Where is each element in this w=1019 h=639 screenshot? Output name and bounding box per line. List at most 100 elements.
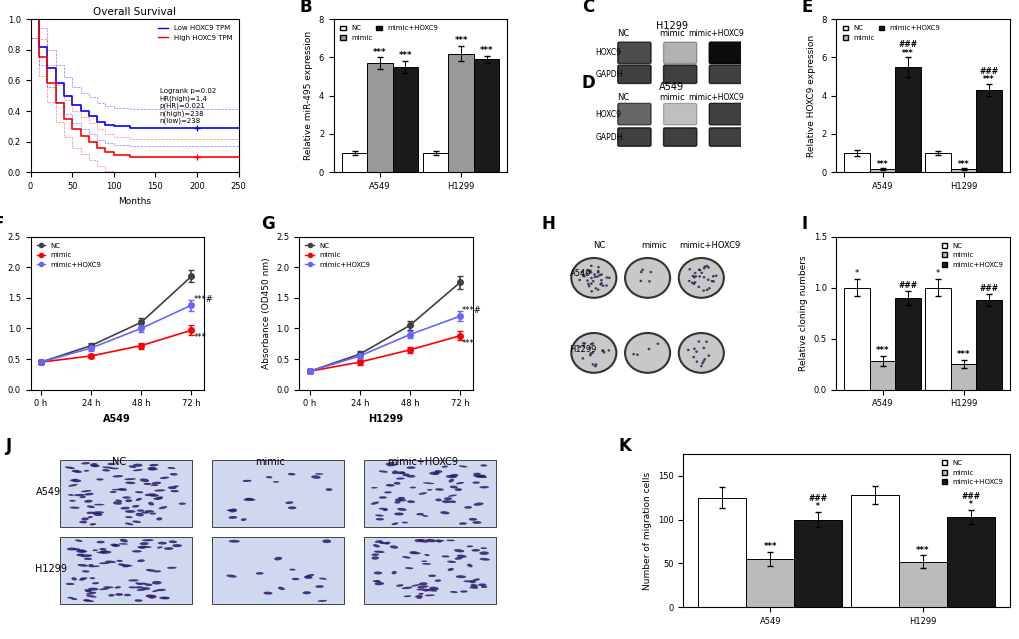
Ellipse shape bbox=[118, 543, 128, 545]
Bar bbox=[946, 517, 994, 607]
Ellipse shape bbox=[480, 548, 487, 549]
Ellipse shape bbox=[85, 589, 91, 592]
Ellipse shape bbox=[407, 500, 415, 503]
Circle shape bbox=[593, 275, 596, 278]
Ellipse shape bbox=[406, 475, 415, 478]
Ellipse shape bbox=[473, 473, 480, 475]
Circle shape bbox=[601, 284, 604, 287]
FancyBboxPatch shape bbox=[618, 42, 650, 63]
Text: *: * bbox=[854, 270, 858, 279]
Ellipse shape bbox=[479, 486, 488, 488]
Ellipse shape bbox=[263, 592, 272, 595]
Circle shape bbox=[598, 274, 600, 277]
Ellipse shape bbox=[110, 468, 119, 469]
Text: HOXC9: HOXC9 bbox=[595, 109, 621, 119]
Ellipse shape bbox=[159, 597, 167, 599]
Ellipse shape bbox=[228, 540, 239, 543]
Ellipse shape bbox=[466, 545, 473, 548]
Ellipse shape bbox=[81, 490, 92, 492]
Circle shape bbox=[702, 360, 704, 362]
Ellipse shape bbox=[427, 489, 432, 491]
Ellipse shape bbox=[87, 512, 95, 514]
Bar bbox=[924, 288, 950, 390]
Ellipse shape bbox=[122, 565, 130, 567]
Text: mimic: mimic bbox=[641, 241, 666, 250]
Ellipse shape bbox=[99, 588, 109, 590]
Ellipse shape bbox=[94, 504, 104, 505]
Ellipse shape bbox=[455, 575, 466, 578]
Circle shape bbox=[596, 266, 599, 268]
Circle shape bbox=[604, 284, 607, 287]
Circle shape bbox=[693, 281, 696, 284]
Text: Logrank p=0.02
HR(high)=1.4
p(HR)=0.021
n(high)=238
n(low)=238: Logrank p=0.02 HR(high)=1.4 p(HR)=0.021 … bbox=[159, 88, 216, 124]
Ellipse shape bbox=[168, 541, 177, 543]
Ellipse shape bbox=[128, 580, 139, 581]
Ellipse shape bbox=[395, 472, 405, 474]
Ellipse shape bbox=[395, 584, 404, 587]
Circle shape bbox=[625, 258, 669, 298]
Ellipse shape bbox=[401, 473, 409, 476]
Ellipse shape bbox=[287, 506, 297, 509]
Ellipse shape bbox=[416, 513, 424, 515]
Circle shape bbox=[600, 350, 603, 352]
Ellipse shape bbox=[164, 547, 173, 550]
Circle shape bbox=[625, 333, 669, 373]
Circle shape bbox=[639, 280, 642, 282]
Y-axis label: Absorbance (OD450 nm): Absorbance (OD450 nm) bbox=[262, 258, 271, 369]
Ellipse shape bbox=[102, 466, 113, 468]
Ellipse shape bbox=[266, 476, 272, 479]
Ellipse shape bbox=[410, 487, 416, 488]
Ellipse shape bbox=[81, 554, 92, 557]
Circle shape bbox=[583, 275, 585, 277]
Ellipse shape bbox=[416, 589, 424, 590]
Bar bbox=[895, 67, 920, 173]
Ellipse shape bbox=[471, 549, 480, 551]
Text: ###: ### bbox=[978, 284, 998, 293]
Ellipse shape bbox=[92, 511, 104, 514]
FancyBboxPatch shape bbox=[663, 128, 696, 146]
Ellipse shape bbox=[315, 473, 323, 475]
Text: HOXC9: HOXC9 bbox=[595, 49, 621, 58]
Circle shape bbox=[697, 341, 700, 343]
Ellipse shape bbox=[65, 583, 74, 585]
Ellipse shape bbox=[149, 468, 158, 470]
Bar bbox=[924, 153, 950, 173]
Circle shape bbox=[591, 363, 594, 366]
Text: ###
*: ### * bbox=[808, 494, 827, 511]
Ellipse shape bbox=[243, 480, 252, 482]
Ellipse shape bbox=[140, 542, 149, 545]
Ellipse shape bbox=[417, 585, 428, 588]
Circle shape bbox=[707, 287, 710, 289]
Ellipse shape bbox=[150, 484, 158, 486]
Circle shape bbox=[571, 258, 615, 298]
Text: GAPDH: GAPDH bbox=[595, 132, 623, 142]
Text: J: J bbox=[6, 437, 12, 455]
Ellipse shape bbox=[149, 494, 159, 497]
Ellipse shape bbox=[244, 498, 255, 501]
Ellipse shape bbox=[116, 560, 122, 562]
Text: ***: *** bbox=[479, 45, 493, 55]
Circle shape bbox=[698, 269, 700, 272]
Ellipse shape bbox=[480, 465, 487, 466]
Ellipse shape bbox=[99, 562, 110, 564]
Ellipse shape bbox=[148, 502, 154, 505]
Ellipse shape bbox=[457, 555, 467, 558]
Ellipse shape bbox=[68, 494, 74, 496]
Text: ***: *** bbox=[957, 160, 968, 169]
Ellipse shape bbox=[448, 479, 453, 482]
Circle shape bbox=[589, 265, 592, 267]
Ellipse shape bbox=[418, 492, 427, 495]
Circle shape bbox=[591, 351, 593, 354]
Ellipse shape bbox=[441, 500, 451, 503]
Ellipse shape bbox=[422, 515, 428, 517]
Ellipse shape bbox=[120, 507, 129, 509]
FancyBboxPatch shape bbox=[60, 537, 192, 604]
Ellipse shape bbox=[371, 557, 379, 560]
Ellipse shape bbox=[125, 510, 136, 513]
Ellipse shape bbox=[125, 516, 132, 518]
Ellipse shape bbox=[287, 473, 296, 475]
Bar bbox=[950, 169, 975, 173]
Ellipse shape bbox=[469, 580, 475, 583]
Ellipse shape bbox=[311, 475, 320, 479]
Circle shape bbox=[599, 283, 601, 286]
